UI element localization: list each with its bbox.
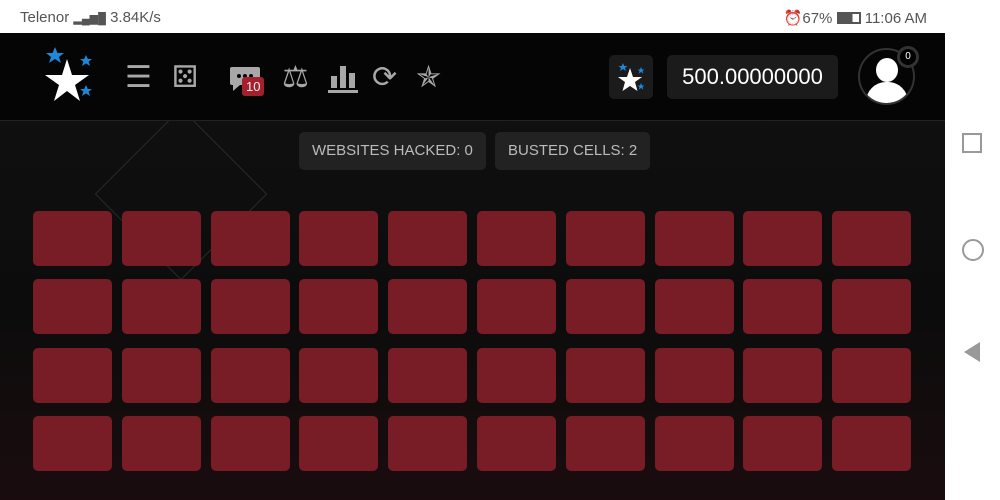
net-speed: 3.84K/s	[110, 9, 161, 26]
grid-cell[interactable]	[654, 348, 734, 403]
grid-cell[interactable]	[388, 416, 468, 471]
game-app: ☰ ⚄ 10 ⚖ ⟳ ✯ 500.00000000 0 WEBSITES HAC…	[0, 33, 945, 500]
grid-cell[interactable]	[654, 279, 734, 334]
grid-cell[interactable]	[743, 211, 823, 266]
carrier: Telenor	[20, 9, 70, 26]
stars-icon[interactable]: ✯	[416, 61, 442, 94]
grid-cell[interactable]	[832, 211, 912, 266]
profile-avatar[interactable]	[858, 48, 915, 105]
grid-cell[interactable]	[565, 348, 645, 403]
balance-display: 500.00000000	[667, 55, 838, 99]
grid-cell[interactable]	[477, 211, 556, 266]
grid-cell[interactable]	[210, 348, 290, 403]
grid-cell[interactable]	[33, 211, 112, 266]
bar-chart-icon[interactable]	[328, 65, 358, 93]
alarm-icon: ⏰	[783, 10, 803, 27]
android-nav-bar	[945, 0, 1000, 500]
grid-cell[interactable]	[299, 279, 379, 334]
grid-cell[interactable]	[121, 348, 201, 403]
grid-cell[interactable]	[121, 211, 201, 266]
refresh-icon[interactable]: ⟳	[372, 61, 398, 94]
grid-cell[interactable]	[121, 279, 201, 334]
top-bar: ☰ ⚄ 10 ⚖ ⟳ ✯ 500.00000000 0	[0, 33, 945, 121]
grid-cell[interactable]	[565, 416, 645, 471]
back-button[interactable]	[964, 342, 980, 362]
clock: 11:06 AM	[864, 10, 927, 27]
grid-cell[interactable]	[565, 279, 645, 334]
menu-icon[interactable]: ☰	[125, 61, 152, 94]
home-button[interactable]	[962, 239, 984, 261]
notification-badge: 0	[897, 46, 919, 68]
websites-hacked-counter: WEBSITES HACKED: 0	[299, 132, 486, 170]
busted-cells-counter: BUSTED CELLS: 2	[495, 132, 651, 170]
grid-cell[interactable]	[743, 348, 823, 403]
grid-cell[interactable]	[210, 211, 290, 266]
signal-icon: ▂▄▆█	[73, 13, 106, 25]
grid-cell[interactable]	[33, 416, 112, 471]
grid-cell[interactable]	[477, 416, 556, 471]
grid-cell[interactable]	[299, 348, 379, 403]
grid-cell[interactable]	[832, 279, 912, 334]
grid-cell[interactable]	[654, 211, 734, 266]
grid-cell[interactable]	[299, 416, 379, 471]
grid-cell[interactable]	[477, 348, 556, 403]
grid-cell[interactable]	[832, 416, 912, 471]
battery-icon	[836, 12, 861, 24]
recents-button[interactable]	[962, 133, 982, 153]
grid-cell[interactable]	[388, 211, 468, 266]
dice-icon[interactable]: ⚄	[172, 61, 199, 94]
chat-badge: 10	[242, 77, 265, 96]
grid-cell[interactable]	[654, 416, 734, 471]
grid-cell[interactable]	[388, 348, 468, 403]
logo-stars[interactable]	[45, 45, 95, 105]
currency-button[interactable]	[609, 55, 653, 99]
grid-cell[interactable]	[743, 279, 823, 334]
grid-cell[interactable]	[565, 211, 645, 266]
grid-cell[interactable]	[33, 348, 112, 403]
grid-cell[interactable]	[477, 279, 556, 334]
grid-cell[interactable]	[33, 279, 112, 334]
grid-cell[interactable]	[121, 416, 201, 471]
grid-cell[interactable]	[299, 211, 379, 266]
grid-cell[interactable]	[210, 416, 290, 471]
battery-percent: 67%	[802, 10, 833, 27]
scale-icon[interactable]: ⚖	[282, 61, 309, 94]
grid-cell[interactable]	[743, 416, 823, 471]
grid-cell[interactable]	[210, 279, 290, 334]
status-bar: Telenor ▂▄▆█ 3.84K/s ⏰67% 11:06 AM	[0, 0, 945, 33]
grid-cell[interactable]	[832, 348, 912, 403]
grid-cell[interactable]	[388, 279, 468, 334]
